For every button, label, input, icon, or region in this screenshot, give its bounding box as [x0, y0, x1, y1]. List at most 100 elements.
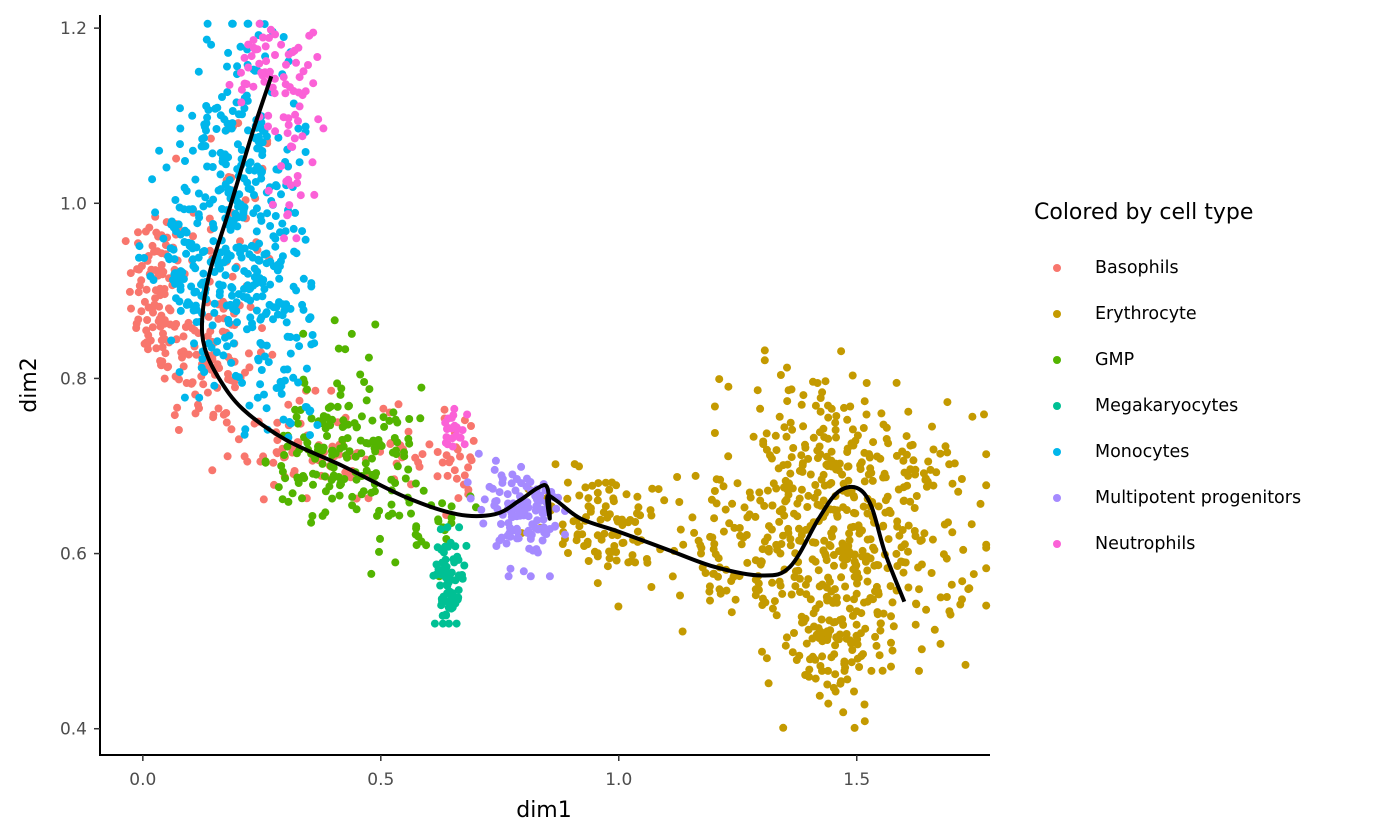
data-point [831, 418, 840, 427]
data-point [563, 494, 572, 503]
data-point [900, 468, 909, 477]
data-point [282, 177, 291, 186]
data-point [179, 362, 188, 371]
data-point [843, 675, 852, 684]
data-point [179, 332, 188, 341]
data-point [261, 42, 270, 51]
data-point [593, 496, 602, 505]
x-tick-label: 1.0 [605, 770, 632, 790]
data-point [201, 193, 210, 202]
data-point [584, 557, 593, 565]
data-point [737, 540, 746, 549]
data-point [564, 549, 572, 557]
data-point [772, 540, 781, 549]
data-point [922, 605, 931, 614]
data-point [727, 608, 736, 617]
data-point [371, 447, 380, 456]
data-point [690, 528, 699, 537]
data-point [187, 282, 196, 291]
data-point [223, 452, 232, 461]
data-point [458, 574, 467, 583]
data-point [636, 511, 645, 520]
data-point [343, 453, 351, 462]
data-point [245, 363, 254, 372]
data-point [724, 382, 733, 391]
data-point [271, 212, 280, 220]
data-point [210, 381, 219, 390]
data-point [464, 463, 473, 472]
data-point [441, 418, 450, 427]
data-point [901, 558, 910, 567]
data-point [876, 619, 885, 628]
legend-item: Megakaryocytes [1034, 383, 1301, 429]
data-point [338, 436, 347, 444]
data-point [199, 380, 208, 389]
data-point [253, 393, 262, 402]
data-point [628, 551, 637, 560]
data-point [375, 547, 383, 556]
data-point [776, 371, 785, 379]
data-point [293, 419, 302, 428]
data-point [515, 509, 523, 517]
data-point [364, 353, 373, 362]
data-point [257, 366, 266, 374]
data-point [831, 687, 840, 696]
data-point [884, 535, 893, 544]
data-point [255, 132, 263, 141]
data-point [319, 412, 328, 421]
data-point [859, 424, 868, 432]
data-point [854, 521, 863, 530]
data-point [853, 579, 861, 588]
data-point [814, 566, 823, 575]
data-point [277, 162, 286, 171]
data-point [832, 634, 841, 642]
data-point [707, 495, 716, 504]
data-point [274, 483, 283, 492]
data-point [203, 162, 212, 171]
data-point [228, 107, 237, 115]
data-point [137, 276, 146, 285]
data-point [679, 540, 688, 549]
data-point [298, 132, 307, 141]
data-point [436, 581, 445, 590]
data-point [822, 460, 831, 469]
data-point [892, 378, 901, 387]
data-point [301, 148, 310, 156]
data-point [797, 531, 806, 539]
data-point [862, 379, 871, 387]
data-point [766, 451, 774, 460]
data-point [888, 598, 897, 607]
data-point [235, 190, 244, 199]
data-point [257, 68, 266, 77]
data-point [575, 491, 584, 500]
data-point [871, 632, 880, 641]
data-point [359, 487, 368, 496]
data-point [210, 308, 219, 317]
data-point [291, 208, 300, 217]
data-point [538, 536, 547, 545]
legend-label: GMP [1095, 350, 1135, 370]
x-axis-ticks: 0.0 0.5 1.0 1.5 [129, 755, 870, 790]
data-point [351, 452, 360, 461]
data-point [827, 479, 836, 487]
data-point [612, 556, 621, 565]
data-point [367, 569, 376, 578]
data-point [857, 652, 866, 661]
data-point [280, 234, 288, 243]
data-point [181, 323, 190, 331]
data-point [206, 134, 215, 143]
y-tick-label: 1.0 [60, 194, 87, 214]
data-point [760, 501, 769, 510]
data-point [492, 497, 501, 505]
legend-label: Megakaryocytes [1095, 396, 1239, 416]
data-point [260, 77, 269, 86]
data-point [569, 517, 578, 526]
data-point [126, 269, 135, 278]
data-point [772, 611, 781, 620]
data-point [829, 598, 838, 607]
data-point [157, 249, 166, 258]
data-point [961, 660, 970, 669]
data-point [158, 343, 167, 352]
data-point [155, 146, 164, 155]
data-point [237, 145, 246, 154]
